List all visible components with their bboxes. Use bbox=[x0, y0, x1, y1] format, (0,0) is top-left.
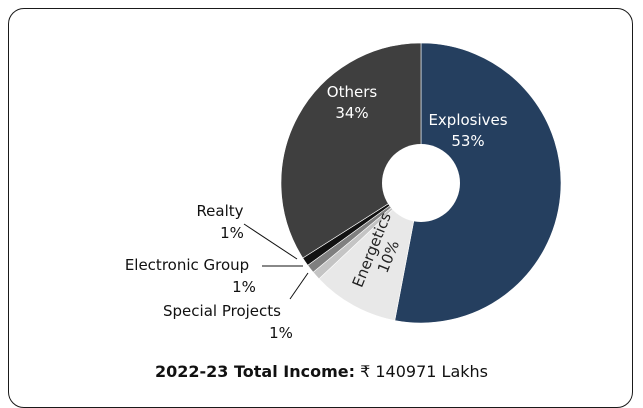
slice-label-electronic-name: Electronic Group bbox=[125, 256, 249, 274]
slice-label-special-name: Special Projects bbox=[163, 302, 281, 320]
donut-chart: Explosives 53% Others 34% Energetics 10%… bbox=[125, 42, 562, 342]
pie-slice-energetics bbox=[318, 182, 422, 321]
slice-label-realty-value: 1% bbox=[220, 224, 244, 242]
slice-label-realty-name: Realty bbox=[196, 202, 243, 220]
slice-label-explosives-value: 53% bbox=[451, 132, 484, 150]
pie-slice-explosives bbox=[394, 42, 562, 324]
leader-line-special bbox=[289, 272, 309, 300]
slice-label-others-name: Others bbox=[327, 83, 378, 101]
leader-line-realty bbox=[243, 223, 298, 260]
slice-label-others-value: 34% bbox=[335, 104, 368, 122]
donut-hole bbox=[382, 144, 460, 222]
slice-label-explosives-name: Explosives bbox=[428, 111, 507, 129]
total-income-caption: 2022-23 Total Income: ₹ 140971 Lakhs bbox=[0, 362, 643, 381]
total-income-label: 2022-23 Total Income: bbox=[154, 362, 356, 381]
pie-slice-others bbox=[280, 42, 422, 259]
slice-label-special-value: 1% bbox=[269, 324, 293, 342]
slice-label-electronic-value: 1% bbox=[232, 278, 256, 296]
total-income-value: ₹ 140971 Lakhs bbox=[355, 362, 488, 381]
